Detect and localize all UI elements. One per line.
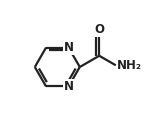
Text: N: N	[64, 80, 74, 93]
Text: N: N	[64, 41, 74, 54]
Text: O: O	[94, 23, 104, 36]
Text: NH₂: NH₂	[117, 59, 142, 72]
